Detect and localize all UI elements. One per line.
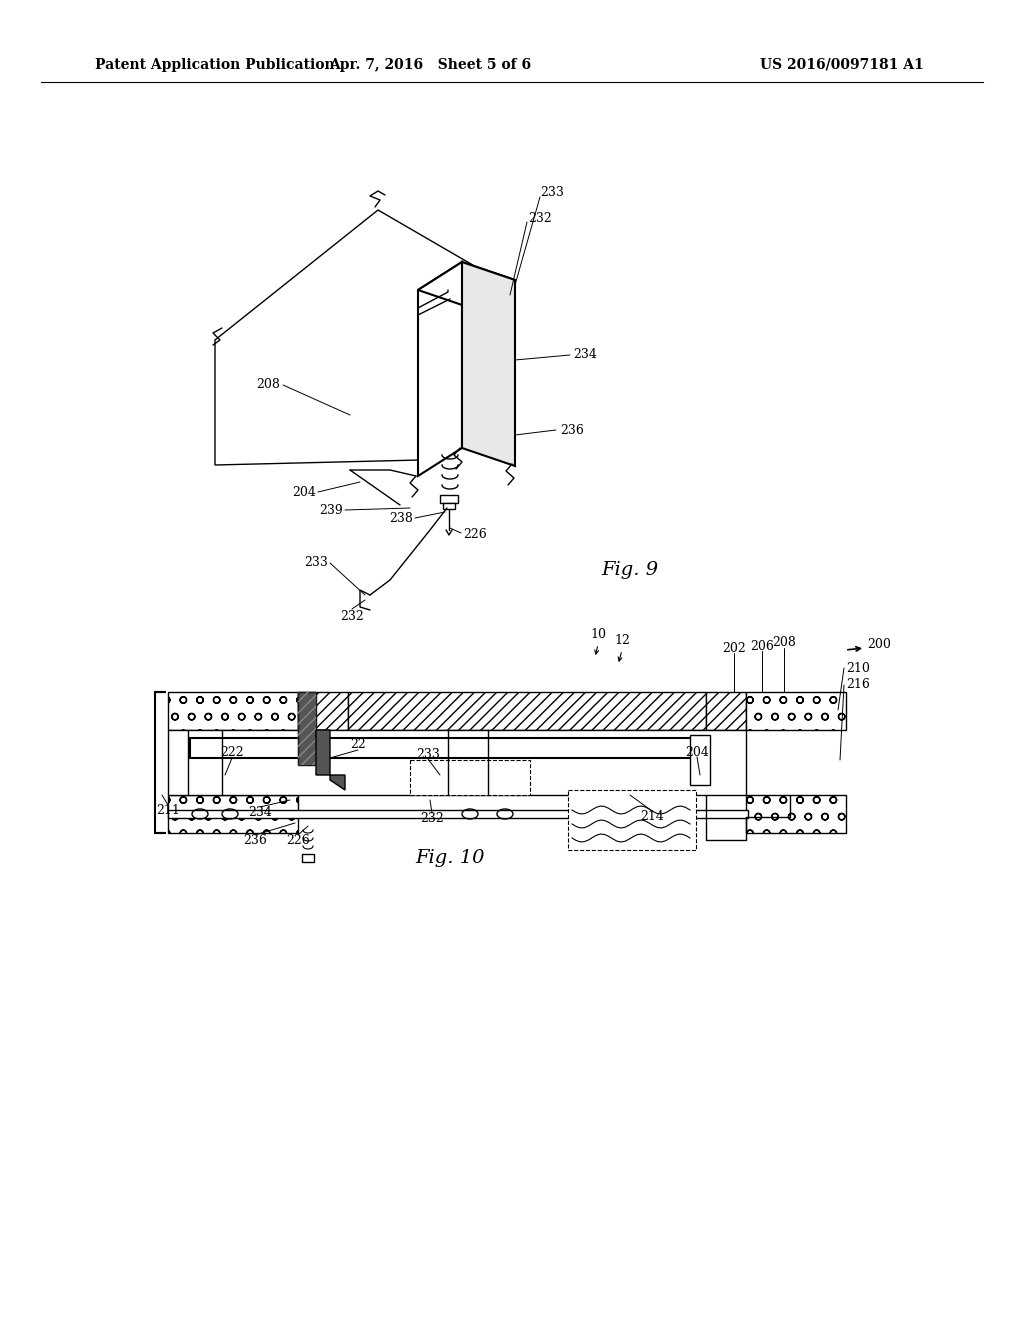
Text: 234: 234 bbox=[573, 348, 597, 362]
Text: 202: 202 bbox=[722, 642, 745, 655]
Text: 22: 22 bbox=[350, 738, 366, 751]
Bar bbox=[168, 795, 298, 833]
Polygon shape bbox=[418, 261, 515, 308]
Bar bbox=[168, 810, 748, 818]
Polygon shape bbox=[462, 261, 515, 466]
Text: 233: 233 bbox=[304, 557, 328, 569]
Bar bbox=[690, 735, 710, 785]
Bar bbox=[348, 692, 706, 730]
Bar bbox=[168, 692, 298, 730]
Text: Fig. 9: Fig. 9 bbox=[601, 561, 658, 579]
Bar bbox=[568, 789, 696, 850]
Text: Apr. 7, 2016   Sheet 5 of 6: Apr. 7, 2016 Sheet 5 of 6 bbox=[329, 58, 531, 73]
Polygon shape bbox=[316, 730, 345, 789]
Text: 12: 12 bbox=[614, 635, 630, 648]
Bar bbox=[190, 738, 700, 758]
Bar bbox=[168, 730, 746, 795]
Text: 233: 233 bbox=[416, 747, 440, 760]
Polygon shape bbox=[298, 692, 326, 766]
Text: 236: 236 bbox=[560, 424, 584, 437]
Polygon shape bbox=[215, 210, 490, 465]
Text: 232: 232 bbox=[528, 211, 552, 224]
Text: 232: 232 bbox=[340, 610, 364, 623]
Text: 211: 211 bbox=[156, 804, 180, 817]
Text: 222: 222 bbox=[220, 747, 244, 759]
Bar bbox=[746, 692, 846, 730]
Bar bbox=[302, 854, 314, 862]
Text: 206: 206 bbox=[750, 639, 774, 652]
Text: 239: 239 bbox=[319, 503, 343, 516]
Text: Patent Application Publication: Patent Application Publication bbox=[95, 58, 335, 73]
Text: 10: 10 bbox=[590, 628, 606, 642]
Text: Fig. 10: Fig. 10 bbox=[416, 849, 484, 867]
Text: 208: 208 bbox=[256, 379, 280, 392]
Text: 216: 216 bbox=[846, 678, 869, 692]
Text: 214: 214 bbox=[640, 809, 664, 822]
Text: 233: 233 bbox=[540, 186, 564, 199]
Text: 236: 236 bbox=[243, 833, 267, 846]
Text: 226: 226 bbox=[463, 528, 486, 541]
Bar bbox=[298, 692, 348, 730]
Bar bbox=[410, 760, 530, 795]
Text: 210: 210 bbox=[846, 661, 869, 675]
Text: 238: 238 bbox=[389, 511, 413, 524]
Text: 234: 234 bbox=[248, 805, 272, 818]
Text: 204: 204 bbox=[685, 746, 709, 759]
Bar bbox=[443, 503, 455, 510]
Text: 208: 208 bbox=[772, 636, 796, 649]
Text: US 2016/0097181 A1: US 2016/0097181 A1 bbox=[760, 58, 924, 73]
Bar bbox=[706, 692, 746, 730]
Bar bbox=[746, 795, 846, 833]
Text: 232: 232 bbox=[420, 812, 443, 825]
Text: 226: 226 bbox=[286, 833, 310, 846]
Text: 200: 200 bbox=[867, 639, 891, 652]
Bar bbox=[440, 495, 458, 503]
Polygon shape bbox=[418, 261, 462, 477]
Text: 204: 204 bbox=[292, 486, 316, 499]
